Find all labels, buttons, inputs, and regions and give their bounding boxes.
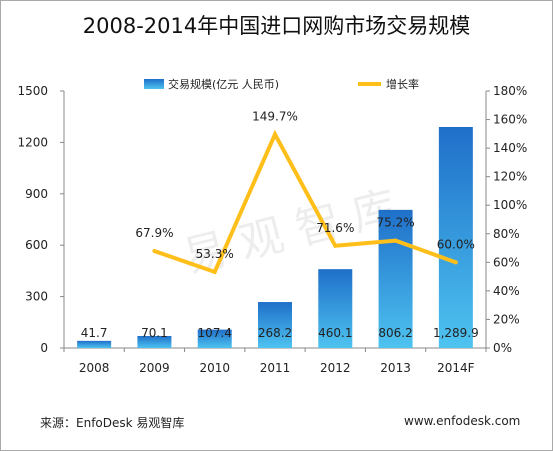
left-axis-tick-label: 900: [25, 187, 48, 201]
growth-rate-label: 71.6%: [316, 221, 354, 235]
bar-value-label: 1,289.9: [433, 326, 479, 340]
right-axis-tick-label: 180%: [493, 84, 527, 98]
left-axis-tick-label: 1200: [17, 135, 48, 149]
growth-rate-point: [212, 269, 217, 274]
x-axis-tick-label: 2010: [199, 361, 230, 375]
growth-rate-label: 149.7%: [252, 109, 298, 123]
growth-rate-label: 67.9%: [135, 226, 173, 240]
right-axis-tick-label: 20%: [493, 312, 520, 326]
bar-value-label: 806.2: [378, 326, 412, 340]
left-axis-tick-label: 300: [25, 290, 48, 304]
x-axis-tick-label: 2009: [139, 361, 170, 375]
growth-rate-point: [152, 249, 157, 254]
legend-bar-label: 交易规模(亿元 人民币): [168, 77, 279, 91]
x-axis-tick-label: 2008: [79, 361, 110, 375]
bar: [378, 209, 413, 348]
bar-value-label: 107.4: [198, 326, 232, 340]
growth-rate-point: [333, 243, 338, 248]
right-axis-tick-label: 40%: [493, 284, 520, 298]
growth-rate-point: [393, 238, 398, 243]
legend-line-label: 增长率: [386, 77, 419, 91]
x-axis-tick-label: 2014F: [437, 361, 475, 375]
legend-bar-swatch: [144, 79, 164, 89]
bar-value-label: 41.7: [81, 326, 108, 340]
growth-rate-line: [153, 129, 457, 275]
bar: [197, 329, 232, 348]
x-axis-tick-label: 2011: [260, 361, 291, 375]
right-axis-tick-label: 120%: [493, 170, 527, 184]
x-axis-tick-label: 2013: [380, 361, 411, 375]
right-axis-tick-label: 80%: [493, 227, 520, 241]
right-axis-tick-label: 160%: [493, 113, 527, 127]
right-axis-tick-label: 140%: [493, 141, 527, 155]
bar: [318, 269, 353, 348]
bar: [258, 302, 292, 348]
website-url: www.enfodesk.com: [404, 414, 521, 428]
right-axis-tick-label: 60%: [493, 255, 520, 269]
left-axis-tick-label: 600: [25, 238, 48, 252]
left-axis-tick-label: 0: [40, 341, 48, 355]
growth-rate-point: [273, 132, 277, 137]
growth-rate-label: 60.0%: [437, 237, 475, 251]
right-axis-tick-label: 0%: [493, 341, 512, 355]
bar-value-label: 460.1: [318, 326, 352, 340]
growth-rate-point: [453, 260, 458, 265]
bar: [77, 340, 112, 348]
right-axis-tick-label: 100%: [493, 198, 527, 212]
x-axis-tick-label: 2012: [320, 361, 351, 375]
source-note: 来源：EnfoDesk 易观智库: [40, 416, 185, 430]
bar-value-label: 268.2: [258, 326, 292, 340]
bar: [438, 126, 473, 348]
chart-title: 2008-2014年中国进口网购市场交易规模: [82, 14, 471, 38]
bar: [137, 335, 172, 348]
bar-value-label: 70.1: [141, 326, 168, 340]
growth-rate-label: 53.3%: [196, 247, 234, 261]
growth-rate-label: 75.2%: [377, 216, 415, 230]
left-axis-tick-label: 1500: [17, 84, 48, 98]
